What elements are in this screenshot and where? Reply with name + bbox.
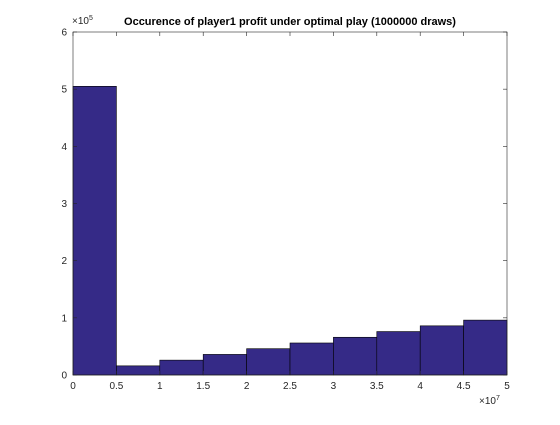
axes-box [72,31,508,376]
histogram-bar [463,319,508,376]
y-tick-label: 6 [61,28,67,39]
y-tick-label: 2 [61,256,67,267]
x-tick-label: 4.5 [457,381,471,392]
x-tick-label: 3 [331,381,337,392]
x-multiplier: ×107 [479,395,500,407]
y-tick-label: 4 [61,142,67,153]
x-multiplier-exponent: 7 [496,395,500,402]
bars-group [72,86,508,376]
histogram-bar [333,336,378,376]
y-multiplier-base: ×10 [72,16,89,27]
histogram-bar [289,342,334,376]
x-tick-label: 1.5 [196,381,210,392]
histogram-bar [376,331,421,376]
chart-title: Occurence of player1 profit under optima… [124,16,456,28]
x-tick-label: 2.5 [283,381,297,392]
histogram-bar [202,354,247,376]
x-tick-label: 2 [244,381,250,392]
y-axis-ticks: 0 1 2 3 4 5 6 [61,28,507,382]
y-multiplier: ×105 [72,15,93,27]
x-multiplier-base: ×10 [479,396,496,407]
y-tick-label: 3 [61,199,67,210]
x-tick-label: 5 [504,381,510,392]
histogram-bar [246,348,291,376]
histogram-bar [159,359,204,376]
x-tick-label: 4 [417,381,423,392]
histogram-bar [72,86,117,376]
y-tick-label: 5 [61,85,67,96]
x-tick-label: 3.5 [370,381,384,392]
x-tick-label: 0.5 [109,381,123,392]
x-tick-label: 1 [157,381,163,392]
y-tick-label: 1 [61,313,67,324]
histogram-bar [116,365,161,376]
histogram-bar [419,325,464,376]
x-tick-label: 0 [70,381,76,392]
x-axis-ticks: 0 0.5 1 1.5 2 2.5 3 3.5 4 4.5 5 [70,32,510,392]
y-tick-label: 0 [61,371,67,382]
y-multiplier-exponent: 5 [89,15,93,22]
